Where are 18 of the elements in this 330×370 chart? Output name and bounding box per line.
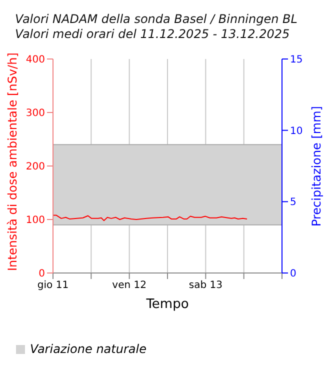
y-tick-label: 400 xyxy=(26,54,45,66)
y-tick-label: 0 xyxy=(38,268,45,280)
legend-label: Variazione naturale xyxy=(30,342,146,356)
y2-tick-label: 10 xyxy=(290,126,303,137)
chart-subtitle: Valori medi orari del 11.12.2025 - 13.12.2025 xyxy=(15,27,291,42)
x-tick-label: sab 13 xyxy=(188,280,222,292)
y-tick-label: 300 xyxy=(26,108,45,120)
y2-tick-label: 15 xyxy=(290,54,303,66)
y-axis-title: Intensità di dose ambientale [nSv/h] xyxy=(5,52,20,271)
y2-axis-title: Precipitazione [mm] xyxy=(309,106,324,227)
y-tick-label: 100 xyxy=(26,215,45,226)
x-tick-label: ven 12 xyxy=(112,280,146,292)
x-axis-title: Tempo xyxy=(145,297,189,312)
chart-title: Valori NADAM della sonda Basel / Binningen BL xyxy=(15,12,298,27)
y2-tick-label: 5 xyxy=(290,197,296,208)
x-tick-label: gio 11 xyxy=(37,280,69,292)
y-tick-label: 200 xyxy=(26,162,45,173)
y2-tick-label: 0 xyxy=(290,268,296,280)
